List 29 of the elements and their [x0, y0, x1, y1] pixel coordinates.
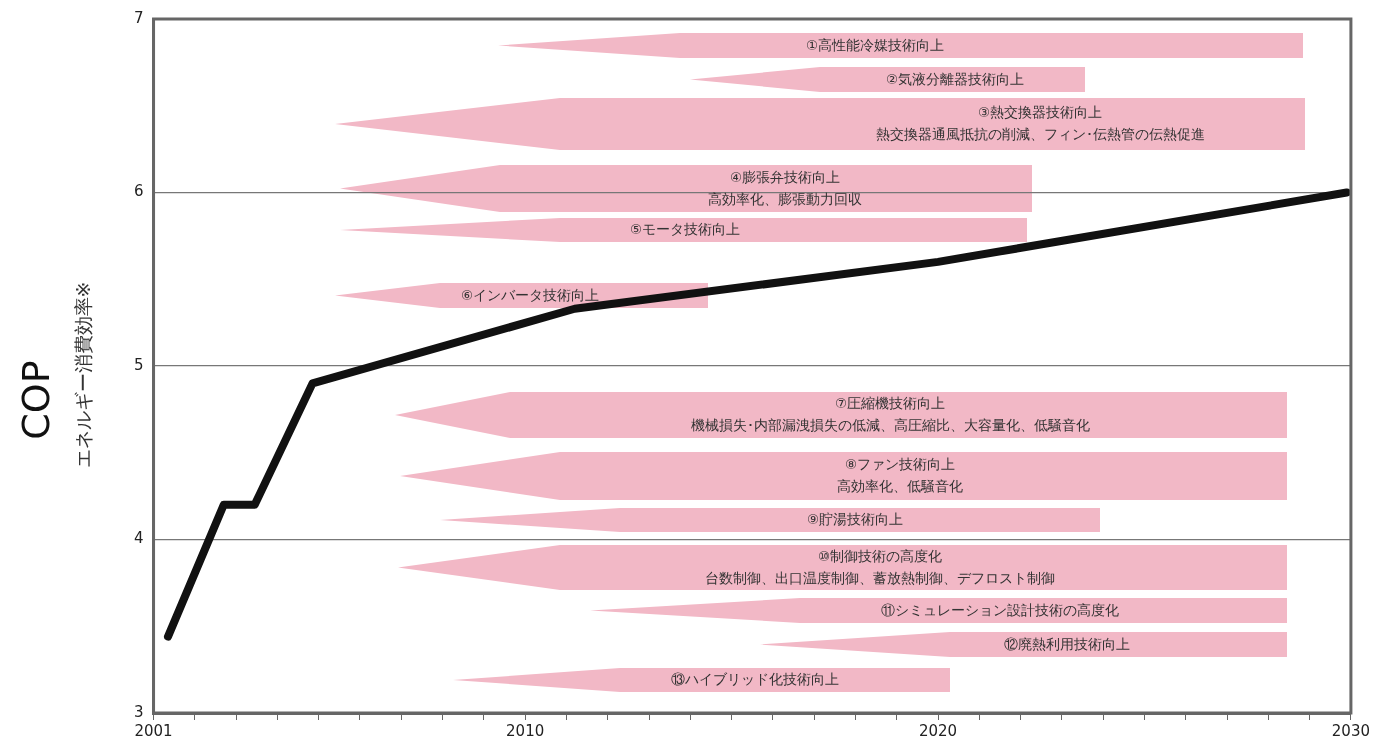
annotation: ⑥インバータ技術向上 — [460, 286, 600, 305]
y-tick-label: 6 — [134, 182, 144, 201]
annotation: ⑩制御技術の高度化 — [817, 547, 943, 566]
annotation: 台数制御、出口温度制御、蓄放熱制御、デフロスト制御 — [705, 569, 1055, 588]
annotation: 機械損失･内部漏洩損失の低減、高圧縮比、大容量化、低騒音化 — [690, 417, 1090, 435]
annotation: 熱交換器通風抵抗の削減、フィン･伝熱管の伝熱促進 — [875, 126, 1205, 144]
x-tick-label: 2030 — [1331, 721, 1371, 740]
annotation: 高効率化、膨張動力回収 — [708, 190, 862, 209]
x-tick-label: 2001 — [134, 721, 173, 740]
annotation: ⑪シミュレーション設計技術の高度化 — [881, 601, 1119, 620]
annotation: ⑬ハイブリッド化技術向上 — [671, 671, 839, 689]
annotation: ①高性能冷媒技術向上 — [805, 36, 945, 55]
y-axis-title: COP — [14, 360, 58, 440]
annotation: ⑤モータ技術向上 — [629, 221, 741, 239]
y-tick-label: 4 — [134, 529, 144, 548]
annotation: ③熱交換器技術向上 — [977, 104, 1103, 122]
y-tick-label: 5 — [134, 355, 144, 374]
x-tick-label: 2010 — [506, 721, 545, 740]
annotation: ④膨張弁技術向上 — [729, 168, 841, 187]
annotation: ⑫廃熱利用技術向上 — [1004, 635, 1130, 654]
annotation: ⑨貯湯技術向上 — [806, 511, 904, 529]
annotation: ⑦圧縮機技術向上 — [834, 395, 946, 413]
text: エネルギー消費効率※ — [71, 281, 95, 469]
y-tick-label: 3 — [134, 702, 144, 721]
annotation: 高効率化、低騒音化 — [837, 478, 963, 496]
annotation: ⑧ファン技術向上 — [844, 456, 956, 474]
x-tick-label: 2020 — [918, 721, 958, 740]
y-tick-label: 7 — [134, 8, 144, 27]
annotation: ②気液分離器技術向上 — [885, 70, 1025, 89]
